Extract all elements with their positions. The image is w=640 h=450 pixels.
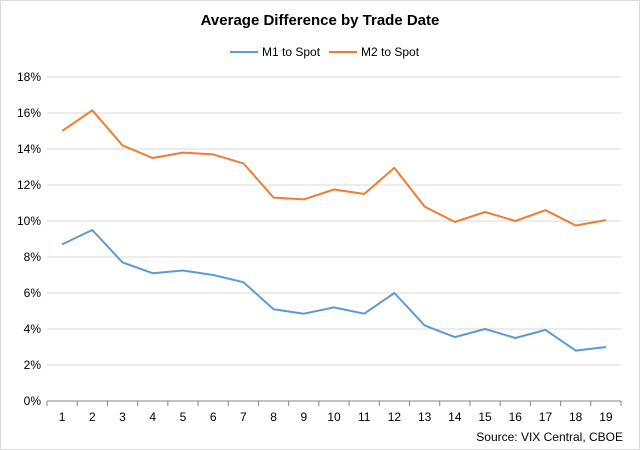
series-line-m1-to-spot [61,229,607,352]
x-tick-label: 11 [358,410,371,424]
y-axis-ticks: 0% 2% 4% 6% 8% 10% 12% 14% 16% 18% [17,70,41,408]
x-tick-label: 14 [448,410,462,424]
y-tick-label: 12% [17,178,41,192]
y-tick-label: 6% [24,286,42,300]
legend-label-m2: M2 to Spot [361,45,420,59]
chart-title: Average Difference by Trade Date [201,12,440,29]
x-tick-label: 18 [569,410,583,424]
x-tick-label: 2 [89,410,96,424]
x-tick-label: 1 [59,410,66,424]
x-tick-label: 9 [300,410,307,424]
source-note: Source: VIX Central, CBOE [476,430,623,444]
series-line-m2-to-spot [61,109,607,227]
legend: M1 to Spot M2 to Spot [230,45,420,59]
x-tick-label: 12 [388,410,402,424]
x-tick-label: 15 [478,410,492,424]
y-tick-label: 14% [17,142,41,156]
y-tick-label: 8% [24,250,42,264]
x-tick-label: 3 [119,410,126,424]
y-tick-label: 0% [24,394,42,408]
x-tick-label: 8 [270,410,277,424]
x-tick-label: 4 [149,410,156,424]
y-tick-label: 4% [24,322,42,336]
y-tick-label: 2% [24,358,42,372]
y-tick-label: 18% [17,70,41,84]
gridlines [47,76,621,402]
legend-label-m1: M1 to Spot [262,45,321,59]
y-tick-label: 16% [17,106,41,120]
x-tick-label: 13 [418,410,432,424]
x-tick-label: 10 [327,410,341,424]
x-tick-label: 5 [180,410,187,424]
x-tick-label: 16 [509,410,523,424]
x-tick-label: 6 [210,410,217,424]
x-tick-label: 7 [240,410,247,424]
y-tick-label: 10% [17,214,41,228]
x-tick-label: 19 [599,410,613,424]
x-axis-ticks: 1 2 3 4 5 6 7 8 9 10 11 12 13 14 15 16 17 18 19 [46,401,622,424]
x-tick-label: 17 [539,410,553,424]
series-lines [61,109,607,352]
